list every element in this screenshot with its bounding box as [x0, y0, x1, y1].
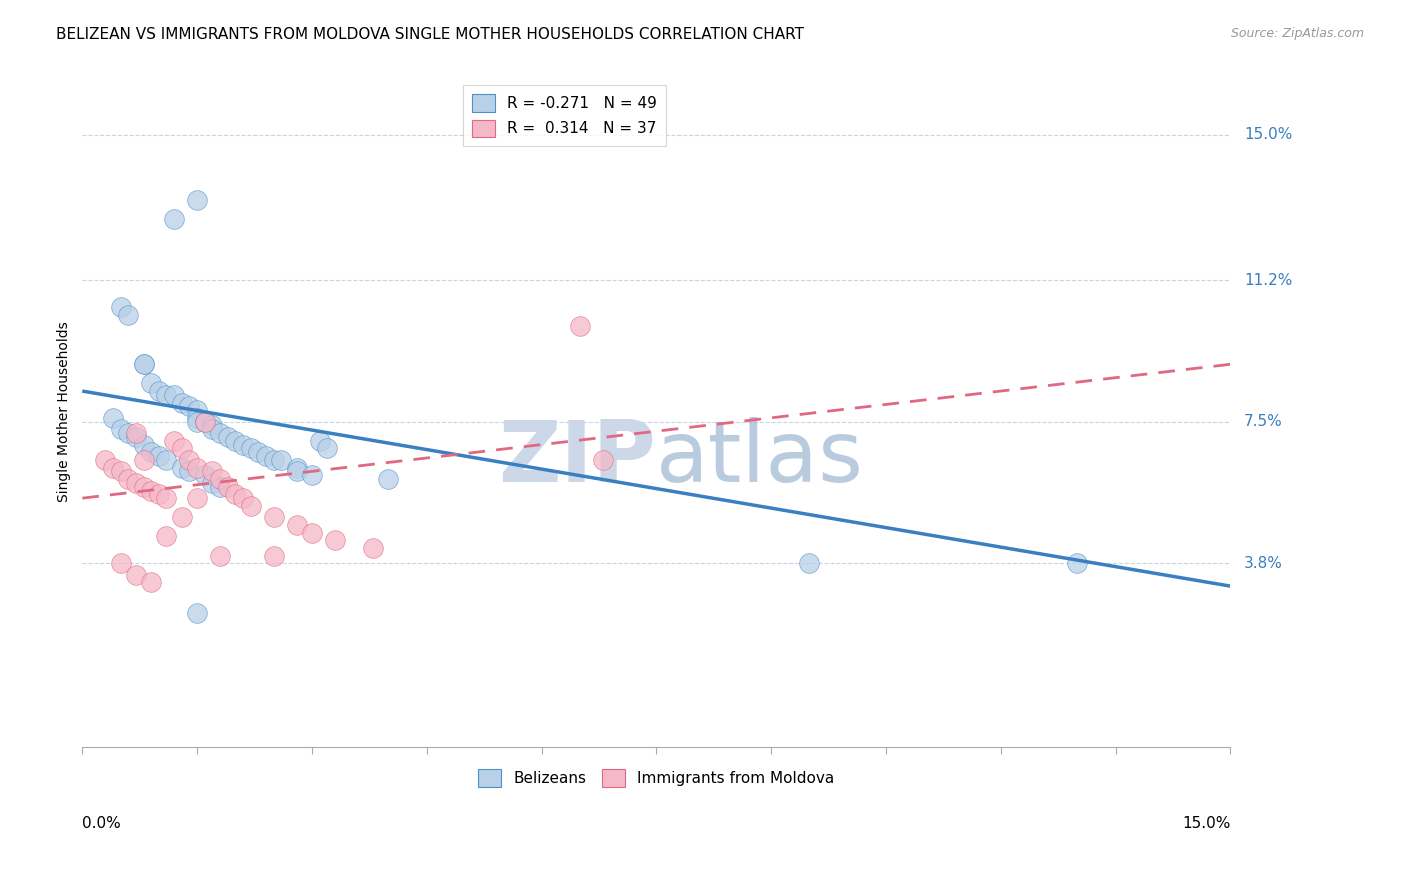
Text: 7.5%: 7.5% [1244, 414, 1282, 429]
Point [254, 449, 277, 463]
Point [141, 376, 163, 391]
Point [186, 415, 208, 429]
Point [263, 549, 285, 563]
Point [1066, 556, 1088, 570]
Point [179, 453, 201, 467]
Point [209, 549, 232, 563]
Point [217, 480, 239, 494]
Point [592, 453, 614, 467]
Point [285, 460, 308, 475]
Text: atlas: atlas [657, 417, 865, 500]
Point [117, 308, 139, 322]
Point [179, 400, 201, 414]
Point [201, 422, 224, 436]
Point [155, 388, 177, 402]
Text: 11.2%: 11.2% [1244, 273, 1292, 287]
Text: 3.8%: 3.8% [1244, 556, 1284, 571]
Point [316, 442, 339, 456]
Point [125, 475, 148, 490]
Point [361, 541, 384, 555]
Point [163, 388, 186, 402]
Point [799, 556, 821, 570]
Point [94, 453, 117, 467]
Point [125, 426, 148, 441]
Point [125, 567, 148, 582]
Y-axis label: Single Mother Households: Single Mother Households [58, 322, 72, 502]
Point [186, 410, 208, 425]
Point [194, 415, 217, 429]
Point [132, 357, 155, 371]
Point [263, 453, 285, 467]
Point [186, 460, 208, 475]
Point [285, 517, 308, 532]
Point [141, 575, 163, 590]
Point [239, 499, 262, 513]
Point [186, 193, 208, 207]
Text: Source: ZipAtlas.com: Source: ZipAtlas.com [1230, 27, 1364, 40]
Point [163, 211, 186, 226]
Point [224, 487, 246, 501]
Point [110, 464, 132, 478]
Point [323, 533, 346, 548]
Text: 15.0%: 15.0% [1182, 815, 1230, 830]
Point [186, 606, 208, 620]
Text: BELIZEAN VS IMMIGRANTS FROM MOLDOVA SINGLE MOTHER HOUSEHOLDS CORRELATION CHART: BELIZEAN VS IMMIGRANTS FROM MOLDOVA SING… [56, 27, 804, 42]
Point [377, 472, 399, 486]
Point [148, 384, 170, 398]
Text: ZIP: ZIP [499, 417, 657, 500]
Text: 0.0%: 0.0% [83, 815, 121, 830]
Point [141, 483, 163, 498]
Point [194, 415, 217, 429]
Point [301, 468, 323, 483]
Point [132, 437, 155, 451]
Point [194, 468, 217, 483]
Point [132, 480, 155, 494]
Text: 15.0%: 15.0% [1244, 128, 1292, 143]
Point [110, 300, 132, 314]
Point [209, 480, 232, 494]
Point [101, 460, 124, 475]
Point [285, 464, 308, 478]
Point [155, 491, 177, 505]
Point [308, 434, 330, 448]
Point [170, 460, 193, 475]
Point [217, 430, 239, 444]
Point [170, 510, 193, 524]
Point [155, 453, 177, 467]
Point [186, 403, 208, 417]
Point [201, 464, 224, 478]
Point [186, 491, 208, 505]
Point [209, 472, 232, 486]
Point [132, 453, 155, 467]
Point [568, 319, 591, 334]
Point [301, 525, 323, 540]
Point [148, 449, 170, 463]
Legend: Belizeans, Immigrants from Moldova: Belizeans, Immigrants from Moldova [472, 763, 841, 793]
Point [117, 472, 139, 486]
Point [224, 434, 246, 448]
Point [179, 464, 201, 478]
Point [110, 422, 132, 436]
Point [247, 445, 270, 459]
Point [110, 556, 132, 570]
Point [201, 418, 224, 433]
Point [270, 453, 292, 467]
Point [148, 487, 170, 501]
Point [141, 445, 163, 459]
Point [201, 475, 224, 490]
Point [239, 442, 262, 456]
Point [101, 410, 124, 425]
Point [232, 437, 254, 451]
Point [232, 491, 254, 505]
Point [117, 426, 139, 441]
Point [132, 357, 155, 371]
Point [263, 510, 285, 524]
Point [170, 395, 193, 409]
Point [155, 529, 177, 543]
Point [209, 426, 232, 441]
Point [125, 430, 148, 444]
Point [163, 434, 186, 448]
Point [170, 442, 193, 456]
